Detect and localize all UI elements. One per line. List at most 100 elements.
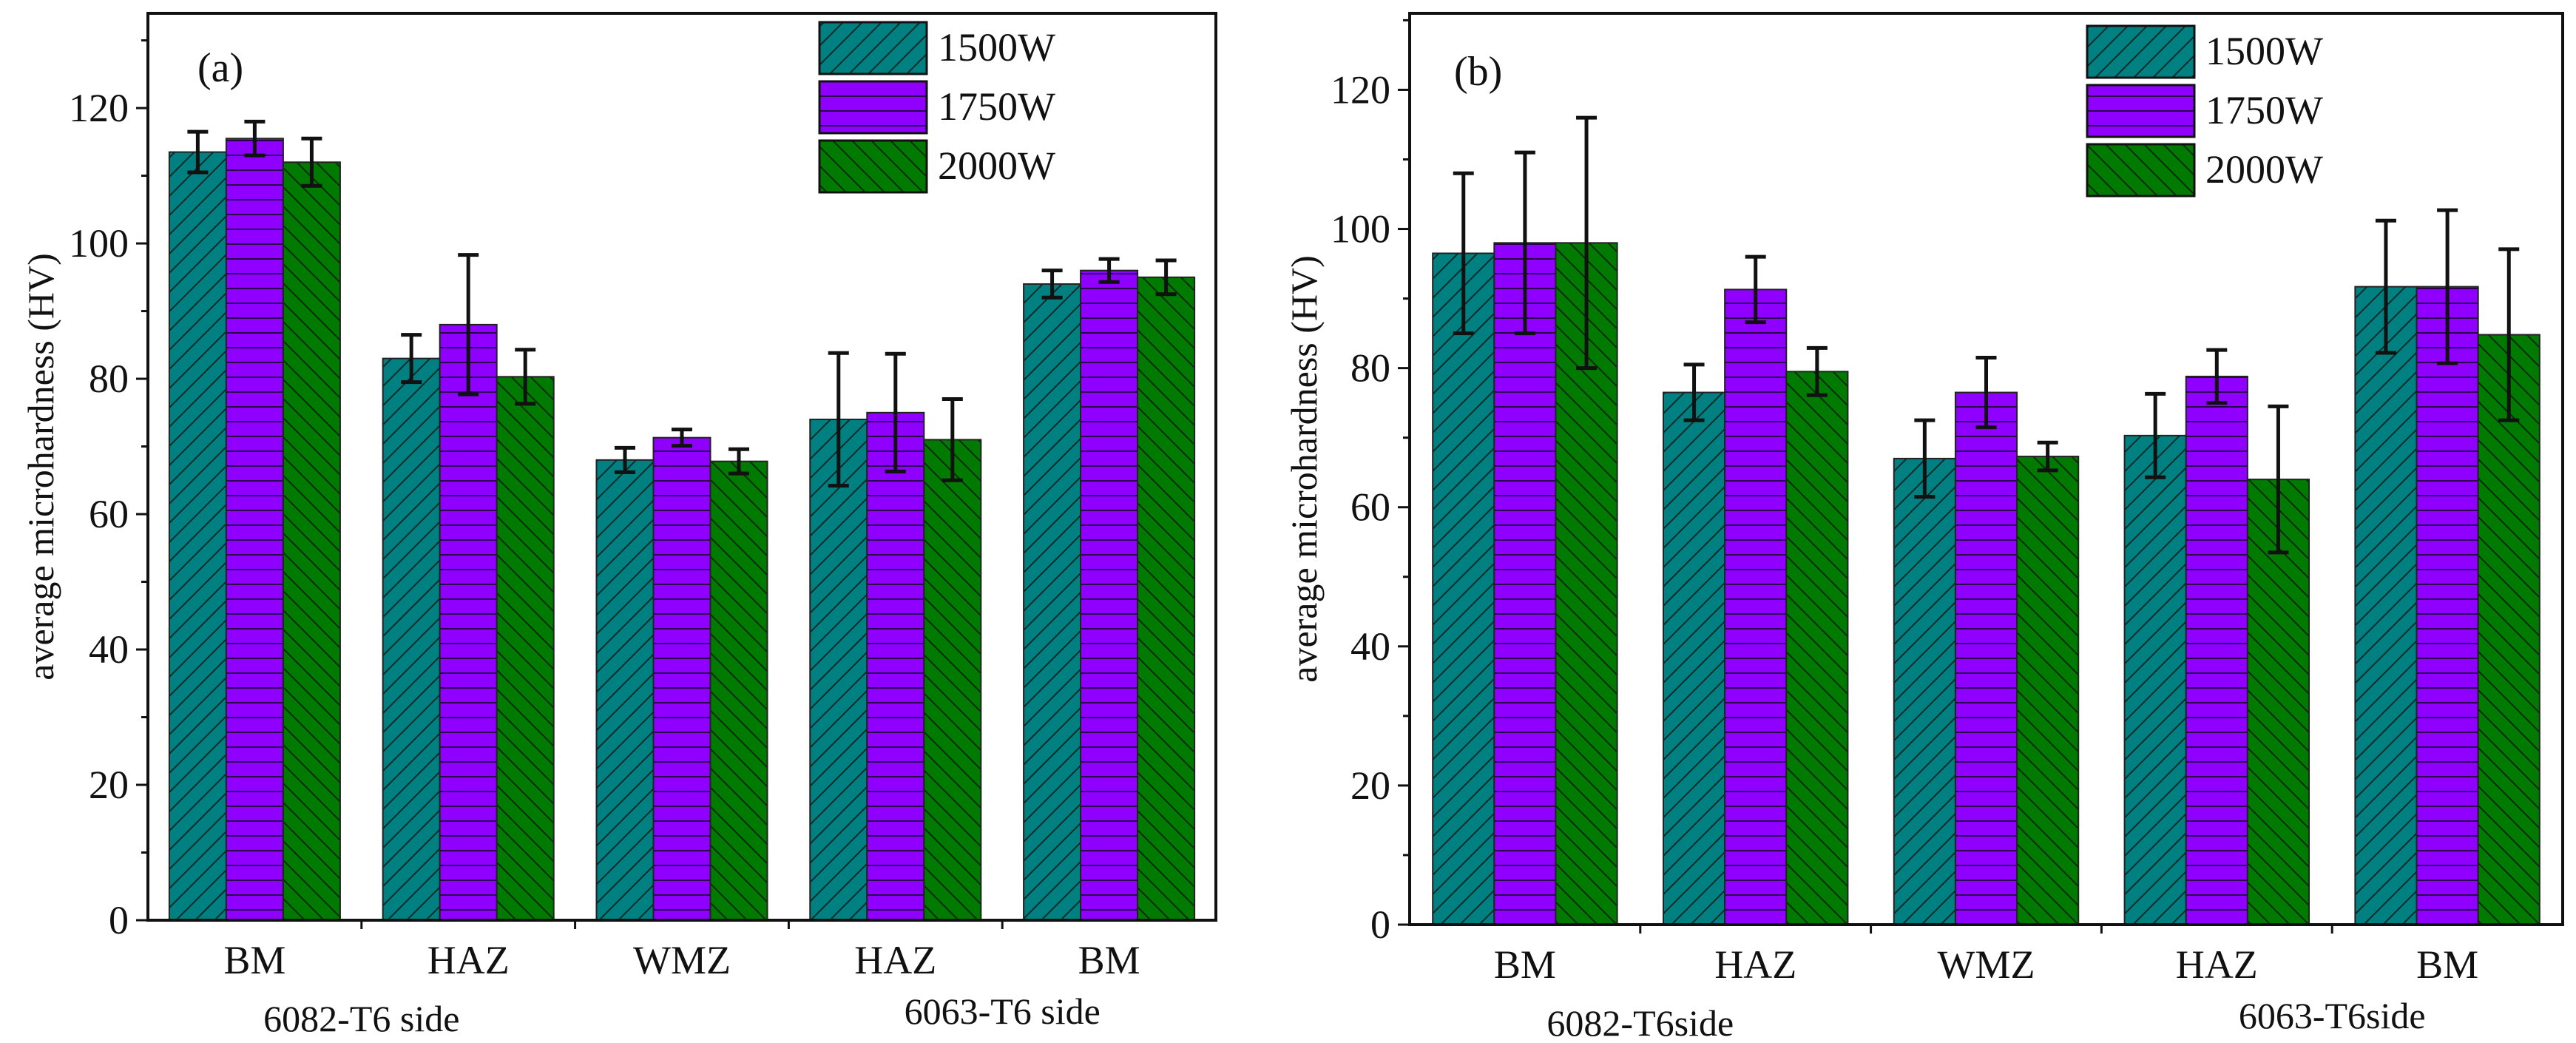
legend-label-1750W: 1750W [938, 84, 1055, 129]
y-tick-label: 80 [1350, 346, 1390, 391]
error-bar-1500W-BM [187, 129, 209, 175]
y-tick-label: 40 [1350, 624, 1390, 669]
legend: 1500W 1750W 2000W [818, 21, 1055, 194]
legend-label-2000W: 2000W [938, 144, 1055, 188]
error-bar-2000W-HAZ [942, 397, 963, 482]
legend-swatch-1500W [818, 21, 928, 75]
error-bar-1750W-HAZ [458, 253, 479, 396]
bar-1500W-WMZ [1893, 457, 1956, 925]
bar-1500W-HAZ [382, 357, 441, 921]
bar-1750W-HAZ [439, 323, 498, 921]
error-bar-2000W-HAZ [515, 348, 536, 406]
y-tick-label: 20 [89, 763, 129, 807]
bar-1750W-HAZ [1724, 288, 1788, 926]
error-bar-2000W-BM [301, 136, 322, 188]
bar-1500W-BM [1023, 283, 1082, 921]
error-bar-1750W-HAZ [2206, 348, 2228, 405]
error-bar-1500W-WMZ [1914, 418, 1936, 499]
y-tick-label: 40 [89, 627, 129, 672]
y-tick-label: 60 [89, 492, 129, 536]
legend-swatch-2000W [2086, 143, 2196, 198]
x-tick-label: WMZ [633, 938, 731, 982]
error-bar-1750W-BM [244, 119, 266, 158]
bar-1750W-HAZ [866, 411, 925, 921]
error-bar-1500W-BM [2375, 218, 2396, 355]
x-tick-label: HAZ [1714, 942, 1796, 987]
x-tick-label: WMZ [1938, 942, 2035, 987]
error-bar-2000W-BM [2498, 247, 2520, 422]
bar-1750W-BM [1493, 242, 1557, 925]
y-tick-label: 0 [109, 898, 129, 942]
bar-2000W-BM [1137, 276, 1196, 921]
y-tick-label: 0 [1370, 902, 1390, 947]
error-bar-2000W-BM [1576, 115, 1598, 371]
legend: 1500W 1750W 2000W [2086, 24, 2323, 198]
error-bar-2000W-WMZ [728, 447, 750, 476]
bar-1500W-HAZ [809, 418, 868, 921]
bar-1750W-BM [1080, 269, 1139, 921]
error-bar-1750W-BM [1098, 257, 1120, 284]
error-bar-1750W-BM [2437, 208, 2458, 365]
bar-1750W-WMZ [1954, 391, 2018, 925]
y-tick-label: 120 [1331, 67, 1390, 112]
plot-frame [146, 12, 1217, 922]
error-bar-1750W-WMZ [1975, 356, 1997, 430]
y-tick-label: 80 [89, 357, 129, 401]
error-bar-1500W-HAZ [2145, 391, 2166, 479]
legend-label-1500W: 1500W [938, 25, 1055, 70]
error-bar-1500W-HAZ [401, 333, 422, 385]
legend-label-1500W: 1500W [2205, 29, 2323, 73]
chart-panel-b: BM HAZ WMZ HAZ BM 0 20 40 60 80 100 120 average micr… [1283, 12, 2564, 1043]
x-tick-label: HAZ [2176, 942, 2258, 987]
error-bar-1500W-HAZ [828, 351, 849, 488]
panel-label: (b) [1454, 49, 1502, 95]
legend-label-2000W: 2000W [2205, 147, 2323, 192]
bar-2000W-BM [2477, 334, 2540, 926]
bar-2000W-WMZ [2016, 456, 2080, 925]
error-bar-1750W-WMZ [672, 428, 692, 448]
y-axis-label: average microhardness (HV) [20, 253, 61, 681]
error-bar-2000W-HAZ [1806, 345, 1828, 397]
bar-1750W-BM [225, 138, 284, 921]
x-tick-label: HAZ [854, 938, 936, 982]
bar-1500W-BM [2354, 286, 2418, 926]
y-tick-label: 120 [69, 86, 129, 130]
error-bar-1750W-HAZ [885, 351, 906, 473]
bar-1500W-BM [168, 151, 227, 922]
error-bar-1500W-BM [1453, 171, 1474, 336]
x-tick-label: BM [223, 938, 285, 982]
bar-2000W-HAZ [923, 439, 982, 921]
legend-swatch-1750W [818, 80, 928, 135]
x-tick-label: BM [2416, 942, 2478, 987]
bar-2000W-HAZ [496, 376, 555, 921]
y-tick-label: 100 [69, 221, 129, 266]
bar-2000W-HAZ [1785, 371, 1849, 925]
legend-swatch-2000W [818, 139, 928, 194]
error-bar-1500W-HAZ [1683, 362, 1705, 422]
plot-frame [1408, 12, 2564, 926]
legend-swatch-1500W [2086, 24, 2196, 79]
bar-1500W-HAZ [2123, 434, 2187, 925]
x-tick-label: BM [1494, 942, 1556, 987]
x-tick-label: HAZ [427, 938, 510, 982]
bar-1750W-BM [2416, 286, 2479, 926]
bar-2000W-WMZ [709, 460, 768, 921]
bar-1750W-HAZ [2185, 375, 2248, 926]
error-bar-1500W-WMZ [614, 445, 635, 474]
side-label-6082: 6082-T6side [1546, 1002, 1734, 1043]
legend-swatch-1750W [2086, 84, 2196, 138]
y-tick-label: 100 [1331, 207, 1390, 252]
y-axis-label: average microhardness (HV) [1283, 255, 1325, 683]
side-label-6082: 6082-T6 side [263, 998, 459, 1039]
bar-1750W-WMZ [652, 436, 711, 921]
side-label-6063: 6063-T6 side [905, 990, 1101, 1032]
error-bar-2000W-BM [1155, 258, 1177, 297]
chart-panel-a: BM HAZ WMZ HAZ BM 0 20 40 60 80 100 120 average micr… [20, 12, 1217, 1039]
panel-label: (a) [197, 45, 243, 91]
error-bar-1750W-BM [1514, 150, 1535, 336]
bar-2000W-BM [282, 161, 341, 922]
error-bar-1500W-BM [1041, 269, 1063, 300]
bar-1500W-WMZ [595, 459, 655, 921]
